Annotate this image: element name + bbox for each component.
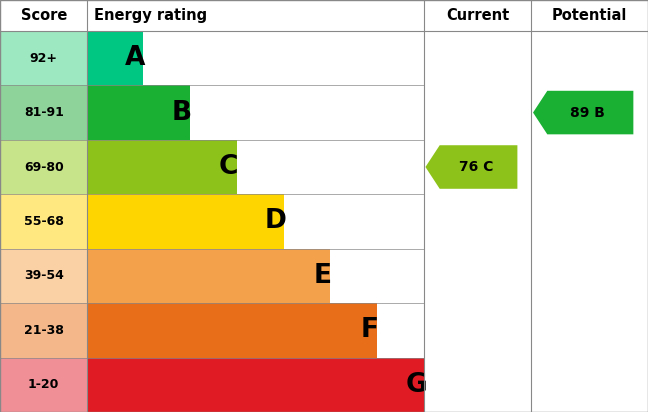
Text: 1-20: 1-20 <box>28 378 60 391</box>
Text: Current: Current <box>446 8 509 23</box>
Text: G: G <box>406 372 428 398</box>
Bar <box>87 85 189 140</box>
Text: F: F <box>361 317 378 343</box>
Bar <box>87 194 284 249</box>
Polygon shape <box>533 91 633 134</box>
Text: Score: Score <box>21 8 67 23</box>
Text: 89 B: 89 B <box>570 105 605 119</box>
Bar <box>87 249 330 303</box>
Bar <box>0 31 87 85</box>
Text: 39-54: 39-54 <box>24 269 64 282</box>
Bar <box>0 85 87 140</box>
Text: 81-91: 81-91 <box>24 106 64 119</box>
Text: 69-80: 69-80 <box>24 161 64 173</box>
Text: C: C <box>219 154 238 180</box>
Text: A: A <box>124 45 145 71</box>
Text: B: B <box>172 100 192 126</box>
Bar <box>87 358 424 412</box>
Text: 92+: 92+ <box>30 52 58 65</box>
Text: E: E <box>314 263 332 289</box>
Bar <box>0 140 87 194</box>
Bar <box>0 194 87 249</box>
Text: Energy rating: Energy rating <box>94 8 207 23</box>
Text: Potential: Potential <box>552 8 627 23</box>
Polygon shape <box>426 145 517 189</box>
Text: D: D <box>265 208 286 234</box>
Bar <box>0 358 87 412</box>
Bar <box>87 303 377 358</box>
Bar <box>87 140 237 194</box>
Text: 76 C: 76 C <box>459 160 493 174</box>
Bar <box>0 249 87 303</box>
Bar <box>87 31 143 85</box>
Bar <box>0 303 87 358</box>
Text: 55-68: 55-68 <box>24 215 64 228</box>
Text: 21-38: 21-38 <box>24 324 64 337</box>
